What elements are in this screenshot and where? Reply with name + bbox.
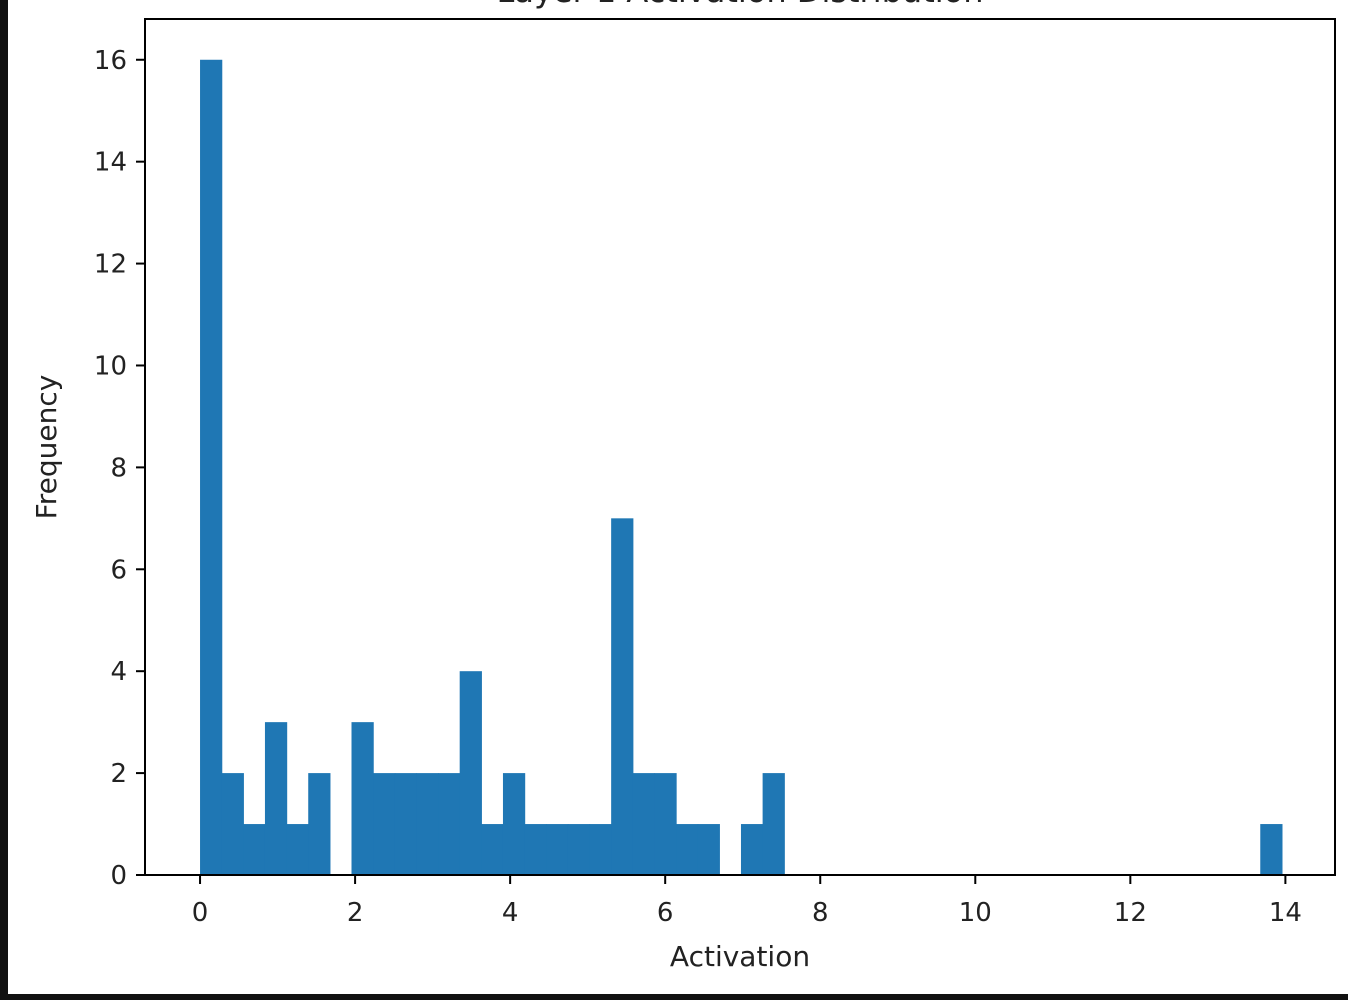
histogram-bar — [546, 824, 569, 875]
histogram-bar — [459, 671, 482, 875]
histogram-bar — [740, 824, 764, 875]
histogram-bar — [481, 824, 504, 875]
histogram-bar — [286, 824, 309, 875]
x-tick-label: 12 — [1114, 898, 1147, 928]
histogram-bar — [762, 773, 785, 875]
x-tick-label: 2 — [347, 898, 364, 928]
window-frame-left — [0, 0, 8, 1000]
histogram-bar — [502, 773, 526, 875]
y-tick-label: 10 — [94, 351, 127, 381]
x-tick-label: 6 — [657, 898, 674, 928]
histogram-bar — [200, 59, 223, 875]
y-tick-label: 16 — [94, 46, 127, 76]
y-tick-label: 2 — [110, 759, 127, 789]
y-axis-ticks: 0 2 4 6 8 10 12 14 16 — [94, 46, 145, 891]
histogram-bar — [308, 773, 331, 875]
x-tick-label: 4 — [502, 898, 519, 928]
histogram-bar — [632, 773, 656, 875]
histogram-bar — [373, 773, 396, 875]
histogram-bar — [589, 824, 612, 875]
chart-title: Layer 1 Activation Distribution — [497, 0, 984, 10]
histogram-bar — [567, 824, 591, 875]
histogram-bar — [351, 722, 374, 875]
histogram-bar — [697, 824, 720, 875]
histogram-bar — [654, 773, 677, 875]
x-axis-ticks: 0 2 4 6 8 10 12 14 — [192, 875, 1302, 928]
x-tick-label: 14 — [1269, 898, 1302, 928]
histogram-bar — [416, 773, 439, 875]
x-tick-label: 0 — [192, 898, 209, 928]
histogram-bar — [676, 824, 699, 875]
histogram-bar — [438, 773, 461, 875]
histogram-bar — [611, 518, 634, 875]
window-frame-bottom — [0, 994, 1348, 1000]
x-axis-label: Activation — [670, 940, 810, 973]
y-tick-label: 8 — [110, 453, 127, 483]
histogram-bar — [221, 773, 244, 875]
histogram-bar — [1260, 824, 1283, 875]
y-tick-label: 14 — [94, 148, 127, 178]
x-tick-label: 8 — [812, 898, 829, 928]
histogram-bar — [243, 824, 266, 875]
histogram-bars — [200, 59, 1283, 875]
y-tick-label: 4 — [110, 657, 127, 687]
histogram-bar — [264, 722, 288, 875]
x-tick-label: 10 — [959, 898, 992, 928]
y-axis-label: Frequency — [30, 375, 63, 520]
histogram-bar — [394, 773, 418, 875]
axes-frame — [144, 18, 1336, 876]
y-tick-label: 12 — [94, 250, 127, 280]
histogram-bar — [524, 824, 547, 875]
y-tick-label: 6 — [110, 555, 127, 585]
y-tick-label: 0 — [110, 861, 127, 891]
